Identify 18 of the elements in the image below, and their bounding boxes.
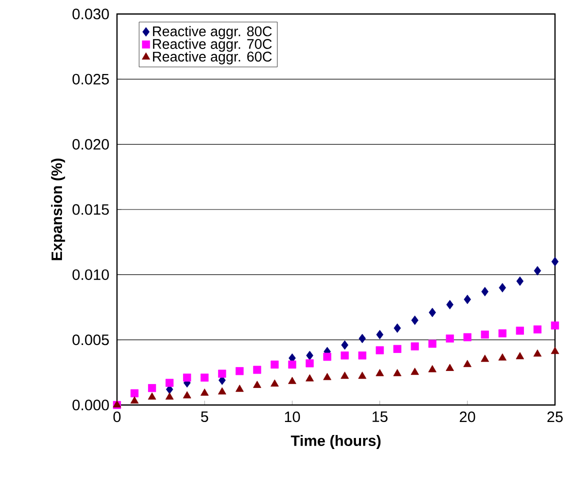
- y-tick-label: 0.005: [72, 334, 109, 346]
- x-tick-label: 25: [547, 412, 563, 422]
- legend-label: Reactive aggr. 70C: [153, 38, 272, 52]
- x-axis-title: Time (hours): [290, 435, 381, 449]
- y-tick-label: 0.030: [72, 8, 109, 20]
- y-tick-label: 0.025: [72, 74, 109, 84]
- legend-label: Reactive aggr. 80C: [153, 26, 272, 40]
- y-tick-label: 0.015: [72, 204, 109, 215]
- y-tick-label: 0.010: [72, 269, 109, 280]
- x-tick-label: 20: [460, 412, 476, 422]
- y-tick-label: 0.020: [72, 139, 109, 150]
- x-tick-label: 10: [285, 412, 300, 422]
- x-tick-label: 0: [113, 412, 121, 422]
- y-axis-title: Expansion (%): [51, 158, 66, 260]
- y-tick-label: 0.000: [72, 400, 109, 410]
- x-tick-label: 5: [201, 412, 208, 422]
- x-tick-label: 15: [372, 412, 388, 422]
- legend-label: Reactive aggr. 60C: [153, 51, 272, 64]
